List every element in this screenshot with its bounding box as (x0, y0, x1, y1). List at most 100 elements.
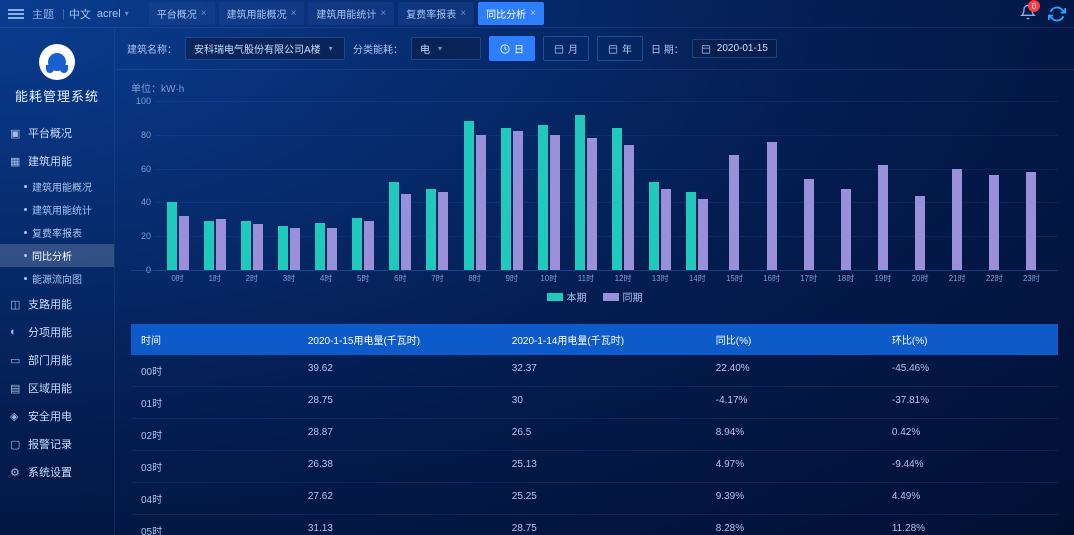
chevron-down-icon: ▾ (438, 44, 442, 53)
nav-icon: ▣ (10, 127, 22, 139)
brand-label: acrel (97, 8, 121, 20)
bar-prev (587, 138, 597, 270)
table-cell: 8.28% (706, 515, 882, 535)
lang-label[interactable]: 中文 (69, 6, 91, 22)
bar-group: 22时 (976, 101, 1013, 270)
tab-bar: 平台概况×建筑用能概况×建筑用能统计×复费率报表×同比分析× (149, 2, 544, 25)
table-cell: 4.49% (882, 483, 1058, 514)
bar-prev (364, 221, 374, 270)
x-axis-label: 19时 (874, 273, 891, 284)
bar-group: 10时 (530, 101, 567, 270)
close-icon[interactable]: × (291, 8, 297, 19)
bar-current (389, 182, 399, 270)
tab[interactable]: 平台概况× (149, 2, 215, 25)
chevron-down-icon[interactable]: ▾ (125, 9, 129, 18)
nav-icon: ◐ (10, 326, 22, 338)
nav-sub-item[interactable]: 建筑用能概况 (0, 175, 114, 198)
content: 建筑名称： 安科瑞电气股份有限公司A楼▾ 分类能耗： 电▾ 日 月 年 日 期： (115, 28, 1074, 535)
legend-prev: 同期 (603, 289, 643, 304)
close-icon[interactable]: × (460, 8, 466, 19)
table-cell: 02时 (131, 419, 298, 450)
year-button[interactable]: 年 (597, 36, 643, 61)
nav-sub-item[interactable]: 建筑用能统计 (0, 198, 114, 221)
close-icon[interactable]: × (380, 8, 386, 19)
nav-icon: ▤ (10, 382, 22, 394)
table-cell: 27.62 (298, 483, 502, 514)
table-cell: 26.38 (298, 451, 502, 482)
x-axis-label: 18时 (837, 273, 854, 284)
x-axis-label: 7时 (431, 273, 443, 284)
table-cell: 00时 (131, 355, 298, 386)
nav-item[interactable]: ▢报警记录 (0, 430, 114, 458)
x-axis-label: 0时 (171, 273, 183, 284)
building-label: 建筑名称： (127, 41, 177, 56)
nav-sub-item[interactable]: 同比分析 (0, 244, 114, 267)
table-cell: 11.28% (882, 515, 1058, 535)
day-button[interactable]: 日 (489, 36, 535, 61)
tab[interactable]: 复费率报表× (398, 2, 474, 25)
table-row: 04时27.6225.259.39%4.49% (131, 483, 1058, 515)
tab[interactable]: 同比分析× (478, 2, 544, 25)
table-cell: -45.46% (882, 355, 1058, 386)
close-icon[interactable]: × (201, 8, 207, 19)
bar-group: 9时 (493, 101, 530, 270)
nav-item[interactable]: ◈安全用电 (0, 402, 114, 430)
nav-item[interactable]: ▣平台概况 (0, 119, 114, 147)
bar-group: 5时 (345, 101, 382, 270)
nav-item[interactable]: ⚙系统设置 (0, 458, 114, 486)
menu-toggle-icon[interactable] (8, 7, 24, 21)
table-row: 01时28.7530-4.17%-37.81% (131, 387, 1058, 419)
table-cell: 05时 (131, 515, 298, 535)
bar-prev (952, 169, 962, 270)
energy-select[interactable]: 电▾ (411, 37, 481, 60)
tab[interactable]: 建筑用能概况× (219, 2, 305, 25)
x-axis-label: 9时 (505, 273, 517, 284)
tab[interactable]: 建筑用能统计× (308, 2, 394, 25)
table-header-cell: 2020-1-15用电量(千瓦时) (298, 324, 502, 355)
nav-sub-item[interactable]: 复费率报表 (0, 221, 114, 244)
table-header-cell: 环比(%) (882, 324, 1058, 355)
table-header: 时间2020-1-15用电量(千瓦时)2020-1-14用电量(千瓦时)同比(%… (131, 324, 1058, 355)
refresh-icon[interactable] (1048, 5, 1066, 23)
bar-current (278, 226, 288, 270)
x-axis-label: 5时 (357, 273, 369, 284)
bar-prev (698, 199, 708, 270)
table-cell: 39.62 (298, 355, 502, 386)
nav-item[interactable]: ▭部门用能 (0, 346, 114, 374)
x-axis-label: 23时 (1023, 273, 1040, 284)
month-button[interactable]: 月 (543, 36, 589, 61)
table-cell: 30 (502, 387, 706, 418)
bar-group: 6时 (382, 101, 419, 270)
nav-item[interactable]: ◐分项用能 (0, 318, 114, 346)
close-icon[interactable]: × (530, 8, 536, 19)
nav-sub-item[interactable]: 能源流向图 (0, 267, 114, 290)
x-axis-label: 16时 (763, 273, 780, 284)
bar-chart: 020406080100 0时1时2时3时4时5时6时7时8时9时10时11时1… (131, 101, 1058, 271)
bar-group: 11时 (567, 101, 604, 270)
nav-item[interactable]: ▤区域用能 (0, 374, 114, 402)
bar-prev (878, 165, 888, 270)
date-input[interactable]: 2020-01-15 (692, 39, 777, 58)
bell-badge: 0 (1028, 0, 1040, 12)
table-cell: 8.94% (706, 419, 882, 450)
x-axis-label: 13时 (652, 273, 669, 284)
sidebar: 能耗管理系统 ▣平台概况▦建筑用能建筑用能概况建筑用能统计复费率报表同比分析能源… (0, 28, 115, 535)
nav-item[interactable]: ▦建筑用能 (0, 147, 114, 175)
table-cell: 04时 (131, 483, 298, 514)
topbar: 主题 | 中文 acrel ▾ 平台概况×建筑用能概况×建筑用能统计×复费率报表… (0, 0, 1074, 28)
bar-current (204, 221, 214, 270)
bar-group: 3时 (270, 101, 307, 270)
bar-group: 8时 (456, 101, 493, 270)
table-cell: 28.87 (298, 419, 502, 450)
bar-group: 18时 (827, 101, 864, 270)
bell-icon[interactable]: 0 (1020, 4, 1036, 23)
bar-prev (989, 175, 999, 270)
x-axis-label: 10时 (540, 273, 557, 284)
table-cell: 9.39% (706, 483, 882, 514)
building-select[interactable]: 安科瑞电气股份有限公司A楼▾ (185, 37, 345, 60)
energy-label: 分类能耗： (353, 41, 403, 56)
bar-current (538, 125, 548, 270)
nav-item[interactable]: ◫支路用能 (0, 290, 114, 318)
nav-icon: ◈ (10, 410, 22, 422)
table-row: 05时31.1328.758.28%11.28% (131, 515, 1058, 535)
